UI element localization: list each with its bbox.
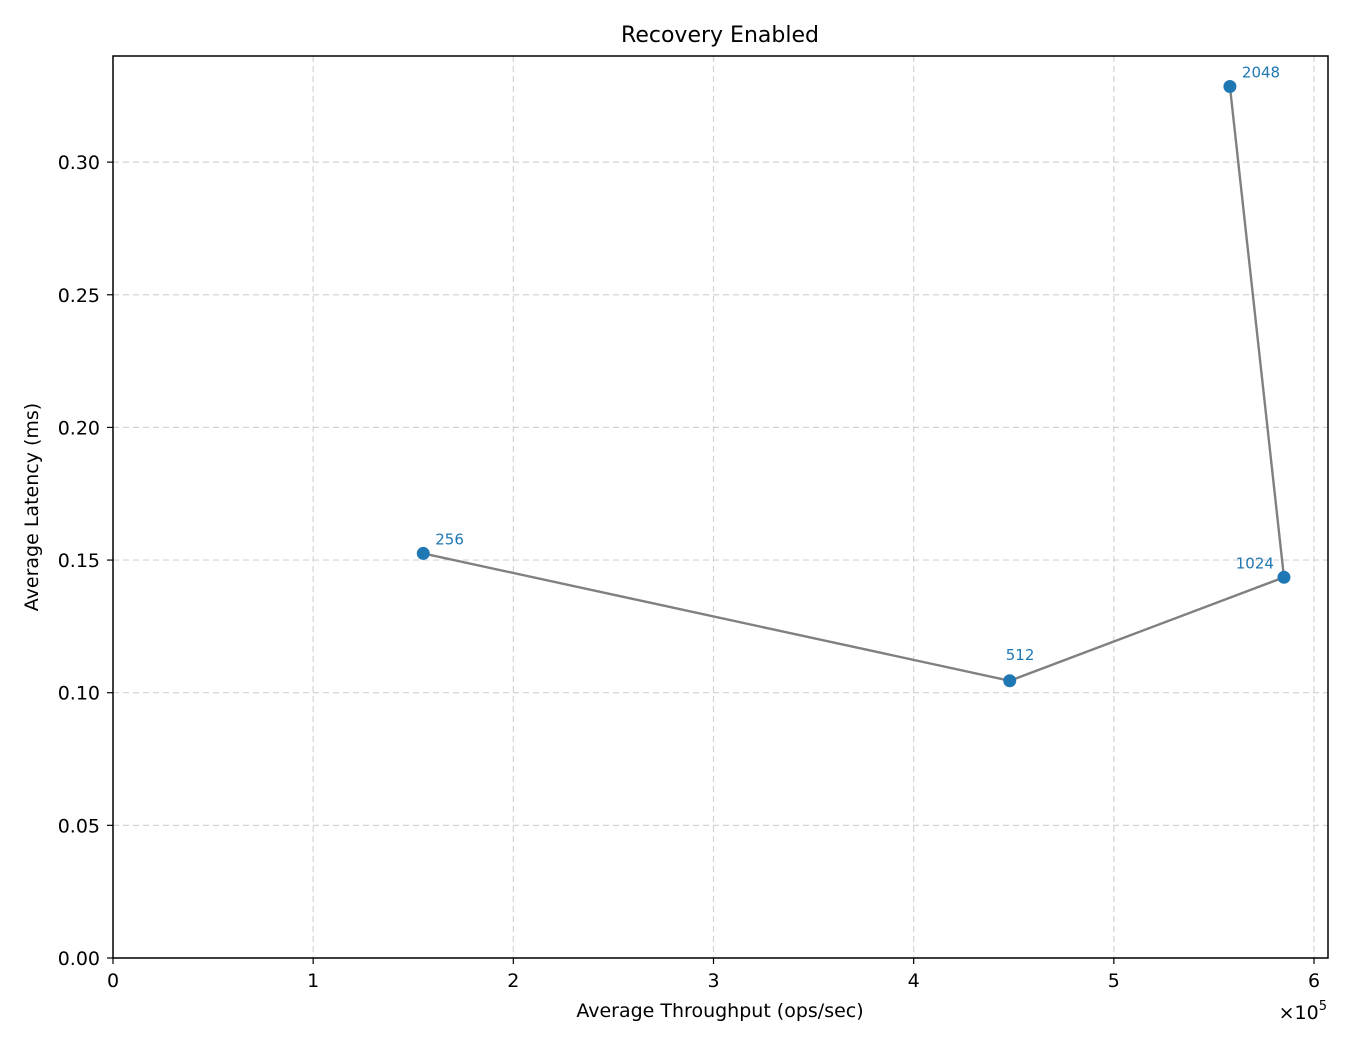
x-axis-multiplier-base: ×10 xyxy=(1279,1002,1319,1024)
y-tick-label: 0.05 xyxy=(58,815,100,837)
x-axis-multiplier: ×105 xyxy=(1279,999,1327,1024)
x-tick-label: 6 xyxy=(1308,970,1320,992)
data-point-label: 512 xyxy=(1006,646,1035,664)
data-point-label: 1024 xyxy=(1236,554,1274,572)
plot-frame xyxy=(112,55,1329,959)
y-tick-label: 0.20 xyxy=(58,417,100,439)
marker-layer xyxy=(416,80,1291,688)
y-tick-label: 0.25 xyxy=(58,285,100,307)
y-tick-label: 0.15 xyxy=(58,550,100,572)
x-tick-label: 3 xyxy=(707,970,719,992)
data-point-label: 256 xyxy=(435,530,464,548)
y-axis-label: Average Latency (ms) xyxy=(21,403,43,611)
x-tick-label: 2 xyxy=(507,970,519,992)
chart-title: Recovery Enabled xyxy=(621,23,819,48)
series-line xyxy=(423,86,1286,683)
data-point-marker xyxy=(1003,674,1017,688)
series-line-layer xyxy=(423,86,1286,683)
x-tick-label: 1 xyxy=(307,970,319,992)
y-tick-layer: 0.00 0.05 0.10 0.15 0.20 0.25 0.30 xyxy=(58,152,113,970)
x-tick-label: 5 xyxy=(1108,970,1120,992)
data-point-label: 2048 xyxy=(1242,64,1280,82)
data-point-marker xyxy=(1277,570,1291,584)
data-point-marker xyxy=(1223,80,1237,94)
point-label-layer: 256 512 1024 2048 xyxy=(435,64,1280,664)
y-tick-label: 0.10 xyxy=(58,683,100,705)
y-tick-label: 0.00 xyxy=(58,948,100,970)
x-tick-label: 4 xyxy=(908,970,920,992)
grid-layer xyxy=(112,56,1328,959)
x-axis-multiplier-exponent: 5 xyxy=(1319,999,1327,1014)
x-axis-label: Average Throughput (ops/sec) xyxy=(576,1000,863,1022)
x-tick-layer: 0 1 2 3 4 5 6 xyxy=(107,958,1320,992)
x-tick-label: 0 xyxy=(107,970,119,992)
data-point-marker xyxy=(416,546,430,560)
y-tick-label: 0.30 xyxy=(58,152,100,174)
